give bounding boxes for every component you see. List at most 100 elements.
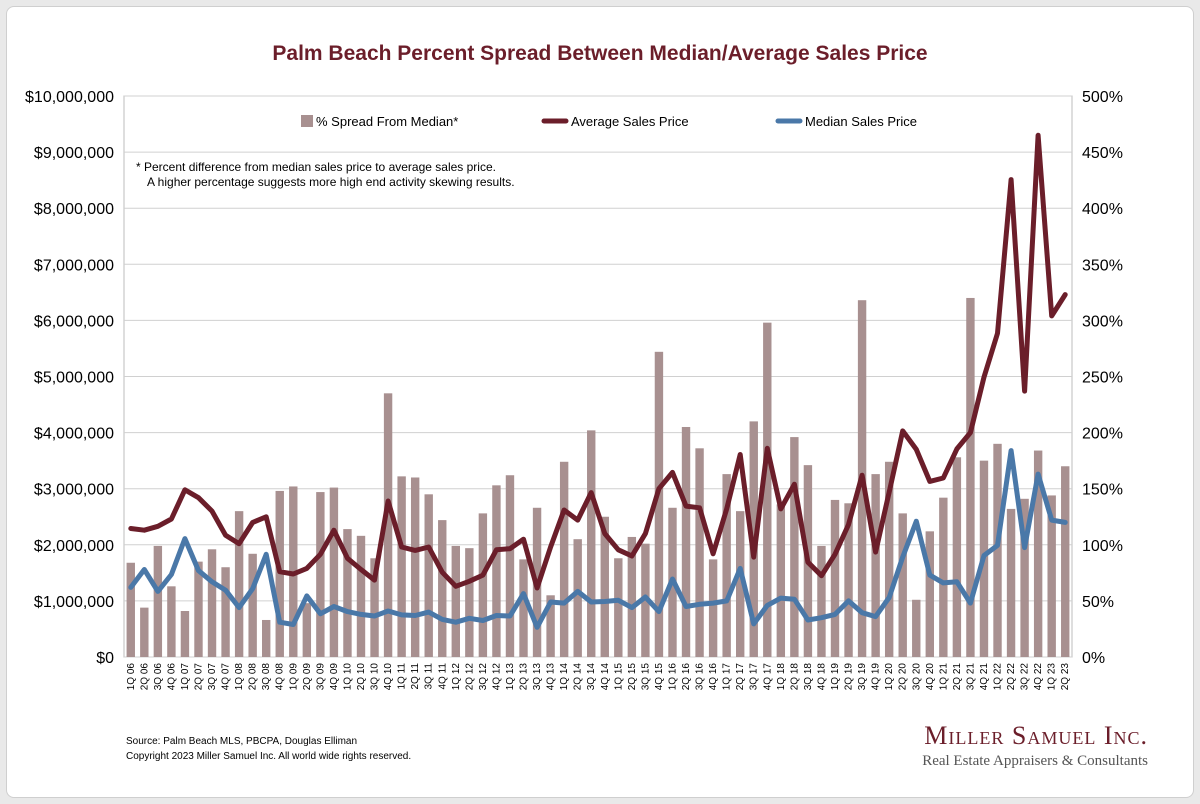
legend-swatch-spread — [301, 115, 313, 127]
x-tick-label: 2Q 13 — [519, 663, 530, 691]
y-right-tick-label: 250% — [1082, 370, 1123, 387]
y-left-tick-label: $2,000,000 — [34, 538, 114, 555]
y-right-tick-label: 400% — [1082, 201, 1123, 218]
x-tick-label: 2Q 06 — [139, 663, 150, 691]
copyright-line: Copyright 2023 Miller Samuel Inc. All wo… — [126, 751, 412, 762]
brand-tagline: Real Estate Appraisers & Consultants — [922, 753, 1148, 769]
bar-spread — [180, 610, 190, 657]
bar-spread — [884, 461, 894, 657]
bar-spread — [221, 567, 230, 657]
bar-spread — [559, 461, 569, 657]
y-right-tick-label: 50% — [1082, 594, 1114, 611]
x-tick-label: 1Q 13 — [505, 663, 516, 691]
x-tick-label: 1Q 12 — [451, 663, 462, 691]
bar-spread — [410, 477, 420, 657]
x-tick-label: 1Q 21 — [938, 663, 949, 691]
x-tick-label: 3Q 07 — [207, 663, 218, 691]
x-tick-label: 3Q 21 — [965, 663, 976, 691]
bar-spread — [830, 499, 840, 657]
bar-spread — [465, 548, 474, 657]
y-right-tick-label: 0% — [1082, 650, 1105, 667]
bar-spread — [993, 443, 1002, 657]
bar-spread — [925, 531, 934, 657]
bar-spread — [153, 545, 163, 657]
y-right-tick-label: 500% — [1082, 89, 1123, 106]
bar-spread — [1061, 466, 1070, 657]
bar-spread — [383, 393, 393, 657]
bar-spread — [736, 511, 745, 657]
bar-spread — [708, 559, 718, 657]
x-tick-label: 3Q 06 — [153, 663, 164, 691]
bar-spread — [424, 494, 433, 657]
footnote-line-2: A higher percentage suggests more high e… — [147, 175, 515, 189]
bar-spread — [505, 475, 515, 657]
y-left-tick-label: $4,000,000 — [34, 426, 114, 443]
y-right-tick-label: 350% — [1082, 257, 1123, 274]
bar-spread — [763, 322, 772, 657]
bar-spread — [695, 448, 704, 657]
bar-spread — [167, 586, 176, 657]
bar-spread — [844, 503, 853, 657]
x-tick-label: 3Q 14 — [586, 663, 597, 691]
bar-spread — [587, 430, 596, 657]
x-tick-label: 3Q 15 — [640, 663, 651, 691]
x-tick-label: 3Q 19 — [857, 663, 868, 691]
x-tick-label: 2Q 07 — [193, 663, 204, 691]
bar-spread — [194, 561, 203, 657]
x-tick-label: 1Q 23 — [1047, 663, 1058, 691]
x-tick-label: 4Q 19 — [871, 663, 882, 691]
brand-logo: Miller Samuel Inc. Real Estate Appraiser… — [922, 721, 1148, 770]
y-right-tick-label: 100% — [1082, 538, 1123, 555]
bar-spread — [356, 535, 366, 657]
bar-spread — [546, 595, 555, 657]
y-right-tick-label: 200% — [1082, 426, 1123, 443]
x-tick-label: 2Q 20 — [898, 663, 909, 691]
bar-spread — [681, 426, 691, 657]
y-left-tick-label: $9,000,000 — [34, 145, 114, 162]
bar-spread — [871, 474, 880, 657]
x-tick-label: 3Q 17 — [749, 663, 760, 691]
bar-spread — [397, 476, 406, 657]
x-tick-label: 2Q 10 — [356, 663, 367, 691]
bar-spread — [817, 545, 826, 657]
x-tick-label: 2Q 16 — [681, 663, 692, 691]
bar-spread — [1006, 508, 1016, 657]
y-left-tick-label: $6,000,000 — [34, 313, 114, 330]
bar-spread — [966, 297, 975, 657]
x-tick-label: 2Q 12 — [464, 663, 475, 691]
x-tick-label: 2Q 08 — [248, 663, 259, 691]
brand-name: Miller Samuel Inc. — [924, 721, 1148, 750]
average-price-line — [128, 132, 1068, 591]
x-tick-label: 4Q 15 — [654, 663, 665, 691]
bar-spread — [234, 511, 244, 657]
x-tick-label: 1Q 09 — [288, 663, 299, 691]
x-tick-label: 4Q 06 — [166, 663, 177, 691]
median-price-line — [128, 448, 1068, 630]
footnote-line-1: * Percent difference from median sales p… — [136, 160, 496, 174]
x-tick-label: 4Q 13 — [546, 663, 557, 691]
bar-spread — [600, 516, 609, 657]
x-tick-label: 3Q 08 — [261, 663, 272, 691]
bar-spread — [262, 619, 271, 657]
x-tick-label: 4Q 14 — [600, 663, 611, 691]
x-tick-label: 1Q 17 — [722, 663, 733, 691]
x-tick-label: 3Q 10 — [370, 663, 381, 691]
x-tick-label: 1Q 14 — [559, 663, 570, 691]
x-tick-label: 2Q 11 — [410, 663, 421, 690]
bar-spread — [898, 513, 907, 657]
x-tick-label: 4Q 17 — [762, 663, 773, 691]
x-tick-label: 4Q 20 — [925, 663, 936, 691]
x-tick-label: 3Q 22 — [1020, 663, 1031, 691]
x-tick-label: 1Q 08 — [234, 663, 245, 691]
x-tick-label: 2Q 23 — [1060, 663, 1071, 691]
bar-spread — [370, 558, 379, 657]
bar-spread — [939, 497, 948, 657]
x-tick-label: 1Q 16 — [667, 663, 678, 691]
bar-spread — [519, 559, 528, 657]
x-tick-label: 1Q 10 — [342, 663, 353, 691]
legend-label: Average Sales Price — [571, 114, 689, 129]
bar-spread — [1033, 450, 1043, 657]
line-series — [128, 132, 1068, 630]
x-tick-label: 1Q 07 — [180, 663, 191, 691]
bar-spread — [627, 536, 637, 657]
